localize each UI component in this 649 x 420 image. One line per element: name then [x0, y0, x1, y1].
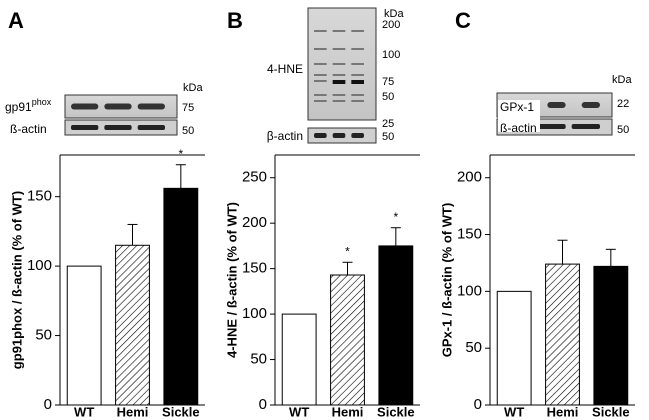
blot-unit: kDa [612, 74, 632, 86]
bar [378, 245, 414, 406]
blot-label: β-actin [267, 129, 303, 143]
panel-label: A [8, 8, 24, 33]
y-tick-label: 50 [465, 339, 482, 356]
blot-band [137, 103, 165, 110]
y-tick-label: 200 [242, 214, 267, 231]
bar [593, 265, 629, 406]
blot-band [351, 48, 364, 50]
x-tick-label: WT [74, 404, 94, 419]
blot-band [332, 74, 346, 76]
blot-unit: kDa [384, 8, 404, 20]
blot-band [332, 133, 346, 138]
y-axis-label: GPx-1 / ß-actin (% of WT) [439, 203, 454, 358]
bar [330, 274, 365, 406]
bar [496, 290, 532, 406]
blot-band [332, 30, 346, 32]
blot-size: 50 [382, 131, 394, 143]
y-tick-label: 200 [457, 169, 482, 186]
blot-label: ß-actin [10, 122, 47, 136]
blot-label-sup: phox [32, 97, 52, 107]
y-tick-label: 150 [242, 260, 267, 277]
blot-band [71, 103, 99, 110]
panel-label: C [455, 8, 471, 33]
x-tick-label: Sickle [162, 404, 200, 419]
blot-label: ß-actin [500, 121, 537, 135]
y-tick-label: 0 [474, 396, 482, 413]
bar [115, 244, 150, 406]
blot-band [547, 102, 566, 108]
bar [545, 263, 580, 406]
blot-label-bg [498, 100, 540, 132]
blot-band [581, 102, 600, 108]
blot-size: 200 [382, 19, 400, 31]
y-tick-label: 50 [250, 351, 267, 368]
blot-band [571, 124, 600, 129]
blot-band [314, 74, 327, 76]
y-tick-label: 150 [457, 226, 482, 243]
y-tick-label: 0 [44, 396, 52, 413]
y-axis-label: gp91phox / ß-actin (% of WT) [9, 191, 24, 369]
y-tick-label: 100 [242, 305, 267, 322]
bar [163, 187, 199, 406]
blot-label: gp91 [5, 100, 32, 114]
blot-band [104, 125, 132, 130]
blot-band [332, 94, 346, 96]
panel-label: B [227, 8, 243, 33]
blot-size: 75 [182, 102, 194, 114]
y-tick-label: 100 [27, 257, 52, 274]
blot-band [332, 63, 346, 65]
bar [66, 265, 102, 406]
blot-band [314, 63, 327, 65]
blot-band [314, 48, 327, 50]
x-tick-label: Sickle [592, 404, 630, 419]
blot-band [314, 30, 327, 32]
x-tick-label: Hemi [332, 404, 364, 419]
blot-band [314, 133, 327, 138]
blot-band [104, 103, 132, 110]
blot-band [351, 74, 364, 76]
blot-size: 22 [617, 98, 629, 110]
significance-marker: * [178, 147, 183, 161]
bar [281, 313, 317, 406]
blot-band [351, 94, 364, 96]
y-tick-label: 150 [27, 188, 52, 205]
blot-band [332, 100, 346, 102]
x-tick-label: Hemi [117, 404, 149, 419]
y-tick-label: 0 [259, 396, 267, 413]
blot-band [351, 30, 364, 32]
x-tick-label: Sickle [377, 404, 415, 419]
blot-band [314, 80, 327, 82]
y-tick-label: 100 [457, 282, 482, 299]
blot-size: 25 [382, 118, 394, 130]
y-tick-label: 50 [35, 327, 52, 344]
y-tick-label: 250 [242, 169, 267, 186]
blot-band [137, 125, 165, 130]
blot-label: GPx-1 [500, 100, 534, 114]
blot-band [332, 80, 346, 84]
blot-band [351, 80, 364, 84]
significance-marker: * [345, 244, 350, 258]
blot-band [314, 100, 327, 102]
blot-size: 50 [182, 125, 194, 137]
blot-band [332, 48, 346, 50]
blot-size: 75 [382, 76, 394, 88]
blot-size: 50 [382, 91, 394, 103]
blot-unit: kDa [183, 82, 203, 94]
y-axis-label: 4-HNE / ß-actin (% of WT) [224, 202, 239, 358]
x-tick-label: WT [289, 404, 309, 419]
blot-label: 4-HNE [267, 62, 303, 76]
blot-band [351, 100, 364, 102]
blot-band [314, 94, 327, 96]
blot-band [537, 124, 566, 129]
blot-band [351, 133, 364, 138]
blot-label: gp91phox [5, 97, 52, 114]
blot-band [351, 63, 364, 65]
significance-marker: * [393, 210, 398, 224]
blot-size: 100 [382, 49, 400, 61]
x-tick-label: WT [504, 404, 524, 419]
x-tick-label: Hemi [547, 404, 579, 419]
blot-band [71, 125, 99, 130]
blot-size: 50 [617, 124, 629, 136]
